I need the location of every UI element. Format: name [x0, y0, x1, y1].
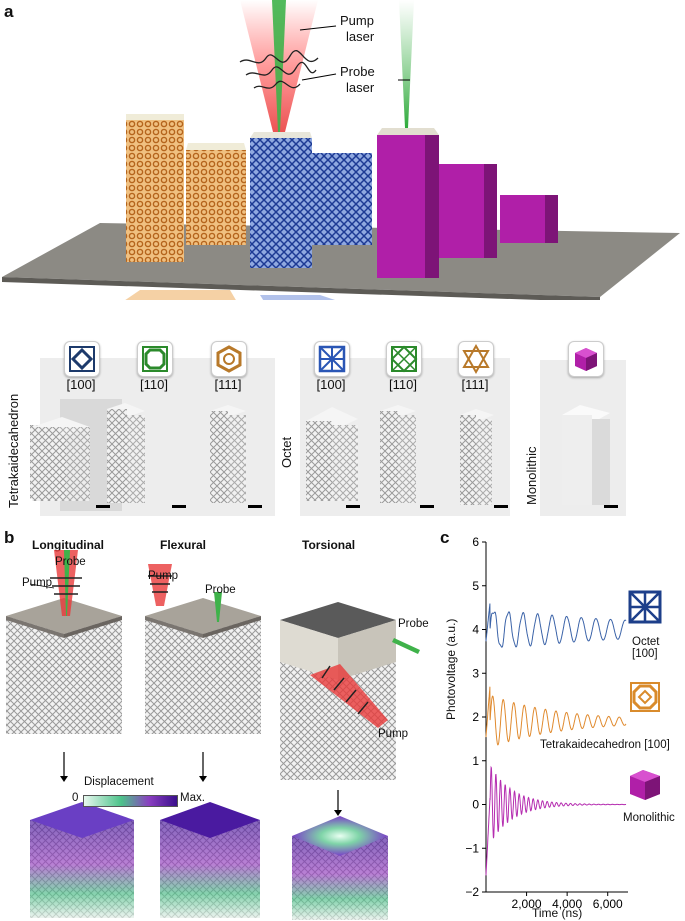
octet-110-icon [386, 341, 422, 377]
pump-label-longitudinal: Pump [22, 577, 53, 589]
scale-bar [604, 505, 618, 508]
displacement-colorbar [83, 795, 178, 807]
series-label-octet: Octet [100] [632, 636, 660, 660]
series-line-2 [485, 765, 627, 876]
mode-torsional: Torsional [302, 538, 356, 552]
panel-b-letter: b [4, 528, 15, 547]
octet-100-icon [314, 341, 350, 377]
probe-laser-label-2: laser [346, 80, 375, 95]
displacement-label: Displacement [84, 776, 154, 788]
blue-lattice-tall [250, 138, 312, 268]
probe-label-torsional: Probe [398, 618, 429, 630]
probe-label-flexural: Probe [205, 584, 236, 596]
probe-label-longitudinal: Probe [55, 556, 86, 568]
y-tick-label: 6 [472, 535, 479, 549]
y-tick-label: 5 [472, 579, 479, 593]
tetra-direction-100: [100] [66, 377, 96, 392]
scale-bar [494, 505, 508, 508]
blue-lattice-short [312, 153, 372, 245]
displacement-scale-min: 0 [72, 792, 79, 804]
octet-direction-100: [100] [316, 377, 346, 392]
pump-label-torsional: Pump [378, 728, 409, 740]
y-axis-label: Photovoltage (a.u.) [444, 618, 458, 720]
orange-lattice-tall [126, 120, 184, 262]
mode-flexural: Flexural [160, 538, 207, 552]
pump-laser-label-1: Pump [340, 13, 374, 28]
pump-laser-label-2: laser [346, 29, 375, 44]
series-label-tetrakaidecahedron: Tetrakaidecahedron [100] [540, 739, 670, 751]
panel-b-illustration [6, 550, 420, 920]
x-tick-label: 4,000 [552, 897, 582, 911]
orange-lattice-short [186, 150, 246, 245]
octet-series-icon [628, 590, 662, 624]
sem-images [30, 399, 610, 511]
probe-laser-beam [399, 0, 414, 128]
y-tick-label: 1 [472, 754, 479, 768]
scale-bar [346, 505, 360, 508]
x-tick-label: 6,000 [593, 897, 623, 911]
tetra-direction-110: [110] [140, 377, 168, 392]
scale-bar [248, 505, 262, 508]
pump-label-flexural: Pump [148, 570, 179, 582]
scale-bar [96, 505, 110, 508]
y-tick-label: −1 [465, 841, 479, 855]
mode-longitudinal: Longitudinal [32, 538, 104, 552]
tetrakaidecahedron-111-icon [211, 341, 247, 377]
x-tick-label: 2,000 [512, 897, 542, 911]
y-tick-label: 4 [472, 623, 479, 637]
monolithic-cube-icon [568, 341, 604, 377]
panel-a-illustration [2, 0, 680, 300]
monolithic-series-icon [628, 768, 662, 802]
y-tick-label: 3 [472, 666, 479, 680]
tetra-direction-111: [111] [214, 377, 242, 392]
y-tick-label: 0 [472, 798, 479, 812]
tetra-series-icon [628, 680, 662, 714]
scale-bar [420, 505, 434, 508]
panel-a-letter: a [4, 2, 14, 21]
x-axis-label: Time (ns) [532, 906, 583, 920]
probe-laser-label-1: Probe [340, 64, 375, 79]
panel-c-letter: c [440, 528, 450, 547]
series-line-0 [485, 603, 627, 648]
tetrakaidecahedron-100-icon [64, 341, 100, 377]
tetrakaidecahedron-110-icon [137, 341, 173, 377]
octet-direction-111: [111] [461, 377, 489, 392]
displacement-scale-max: Max. [180, 792, 205, 804]
photovoltage-chart: −2 −1 0 1 2 3 4 5 6 2,000 4,000 6,000 [465, 535, 628, 911]
series-line-1 [485, 686, 627, 746]
series-label-monolithic: Monolithic [623, 812, 675, 824]
y-tick-label: 2 [472, 710, 479, 724]
octet-111-icon [458, 341, 494, 377]
octet-direction-110: [110] [389, 377, 417, 392]
scale-bar [172, 505, 186, 508]
y-tick-label: −2 [465, 885, 479, 899]
